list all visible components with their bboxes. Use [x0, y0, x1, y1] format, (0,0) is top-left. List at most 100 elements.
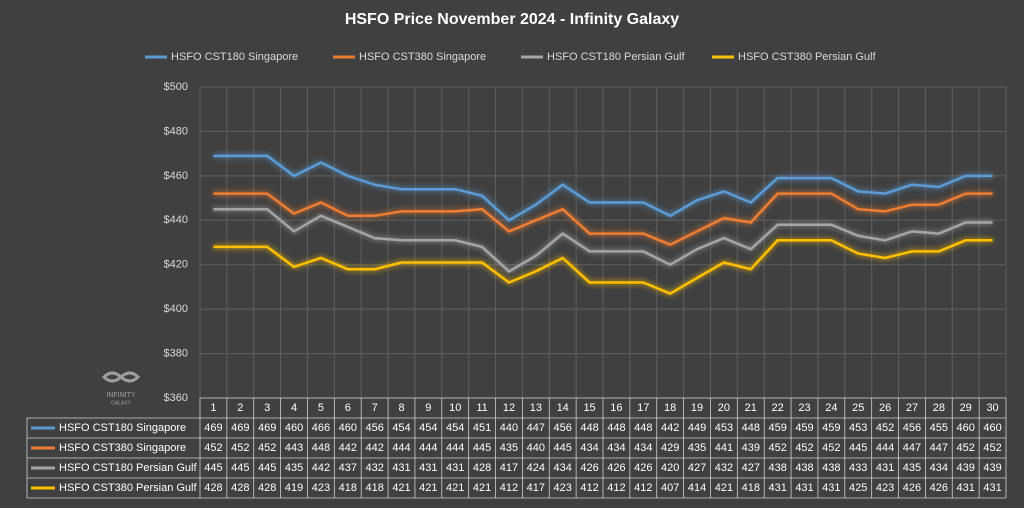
- table-cell: 434: [930, 462, 948, 474]
- table-cell: 454: [419, 422, 437, 434]
- table-cell: 407: [661, 482, 679, 494]
- table-cell: 426: [607, 462, 625, 474]
- table-cell: 432: [715, 462, 733, 474]
- table-cell: 421: [473, 482, 491, 494]
- table-cell: 454: [446, 422, 464, 434]
- table-cell: 419: [285, 482, 303, 494]
- table-cell: 456: [365, 422, 383, 434]
- table-cell: 439: [742, 442, 760, 454]
- table-cell: 448: [607, 422, 625, 434]
- table-cell: 431: [957, 482, 975, 494]
- table-cell: 456: [903, 422, 921, 434]
- table-cell: 428: [231, 482, 249, 494]
- table-cell: 442: [339, 442, 357, 454]
- table-cell: 426: [634, 462, 652, 474]
- y-tick-label: $380: [164, 347, 188, 359]
- x-tick-label: 24: [825, 402, 837, 414]
- table-cell: 412: [634, 482, 652, 494]
- table-cell: 431: [446, 462, 464, 474]
- table-cell: 421: [446, 482, 464, 494]
- table-cell: 431: [768, 482, 786, 494]
- table-cell: 434: [634, 442, 652, 454]
- table-cell: 469: [258, 422, 276, 434]
- x-tick-label: 16: [610, 402, 622, 414]
- y-tick-label: $440: [164, 214, 188, 226]
- logo-name: INFINITY: [106, 392, 135, 399]
- x-tick-label: 30: [986, 402, 998, 414]
- table-cell: 431: [983, 482, 1001, 494]
- x-tick-label: 21: [745, 402, 757, 414]
- table-cell: 460: [285, 422, 303, 434]
- table-cell: 432: [365, 462, 383, 474]
- x-tick-label: 4: [291, 402, 297, 414]
- table-cell: 431: [876, 462, 894, 474]
- x-tick-label: 19: [691, 402, 703, 414]
- table-cell: 424: [527, 462, 545, 474]
- table-cell: 453: [715, 422, 733, 434]
- x-tick-label: 1: [210, 402, 216, 414]
- table-cell: 441: [715, 442, 733, 454]
- table-cell: 412: [500, 482, 518, 494]
- logo: INFINITY GALAXY: [101, 371, 141, 406]
- table-cell: 455: [930, 422, 948, 434]
- table-cell: 466: [312, 422, 330, 434]
- table-cell: 448: [634, 422, 652, 434]
- table-cell: 444: [876, 442, 894, 454]
- x-tick-label: 18: [664, 402, 676, 414]
- table-cell: 449: [688, 422, 706, 434]
- table-cell: 414: [688, 482, 706, 494]
- table-cell: 445: [554, 442, 572, 454]
- x-tick-label: 9: [425, 402, 431, 414]
- y-tick-label: $420: [164, 259, 188, 271]
- table-cell: 459: [822, 422, 840, 434]
- x-tick-label: 22: [772, 402, 784, 414]
- table-cell: 451: [473, 422, 491, 434]
- table-cell: 428: [204, 482, 222, 494]
- table-row-label: HSFO CST380 Singapore: [59, 442, 186, 454]
- table-cell: 445: [204, 462, 222, 474]
- table-cell: 434: [554, 462, 572, 474]
- y-tick-label: $360: [164, 392, 188, 404]
- legend-label: HSFO CST380 Singapore: [359, 51, 486, 63]
- table-cell: 460: [983, 422, 1001, 434]
- table-cell: 428: [258, 482, 276, 494]
- table-cell: 453: [849, 422, 867, 434]
- table-cell: 454: [392, 422, 410, 434]
- table-cell: 428: [473, 462, 491, 474]
- table-cell: 447: [527, 422, 545, 434]
- table-cell: 412: [607, 482, 625, 494]
- table-cell: 431: [392, 462, 410, 474]
- legend-label: HSFO CST180 Persian Gulf: [547, 51, 685, 63]
- y-tick-label: $500: [164, 81, 188, 93]
- x-tick-label: 28: [933, 402, 945, 414]
- table-cell: 459: [768, 422, 786, 434]
- table-cell: 418: [742, 482, 760, 494]
- table-cell: 418: [339, 482, 357, 494]
- table-cell: 438: [795, 462, 813, 474]
- table-cell: 444: [419, 442, 437, 454]
- table-cell: 456: [554, 422, 572, 434]
- table-cell: 433: [849, 462, 867, 474]
- x-tick-label: 15: [583, 402, 595, 414]
- x-tick-label: 10: [449, 402, 461, 414]
- table-cell: 425: [849, 482, 867, 494]
- table-cell: 443: [285, 442, 303, 454]
- table-cell: 423: [312, 482, 330, 494]
- table-cell: 417: [500, 462, 518, 474]
- table-cell: 435: [903, 462, 921, 474]
- table-cell: 452: [822, 442, 840, 454]
- table-cell: 452: [204, 442, 222, 454]
- table-cell: 452: [795, 442, 813, 454]
- table-cell: 444: [446, 442, 464, 454]
- table-cell: 412: [580, 482, 598, 494]
- table-cell: 438: [822, 462, 840, 474]
- x-tick-label: 5: [318, 402, 324, 414]
- x-tick-label: 20: [718, 402, 730, 414]
- table-cell: 434: [580, 442, 598, 454]
- table-cell: 435: [285, 462, 303, 474]
- table-cell: 423: [876, 482, 894, 494]
- table-cell: 452: [231, 442, 249, 454]
- table-cell: 439: [957, 462, 975, 474]
- y-tick-label: $400: [164, 303, 188, 315]
